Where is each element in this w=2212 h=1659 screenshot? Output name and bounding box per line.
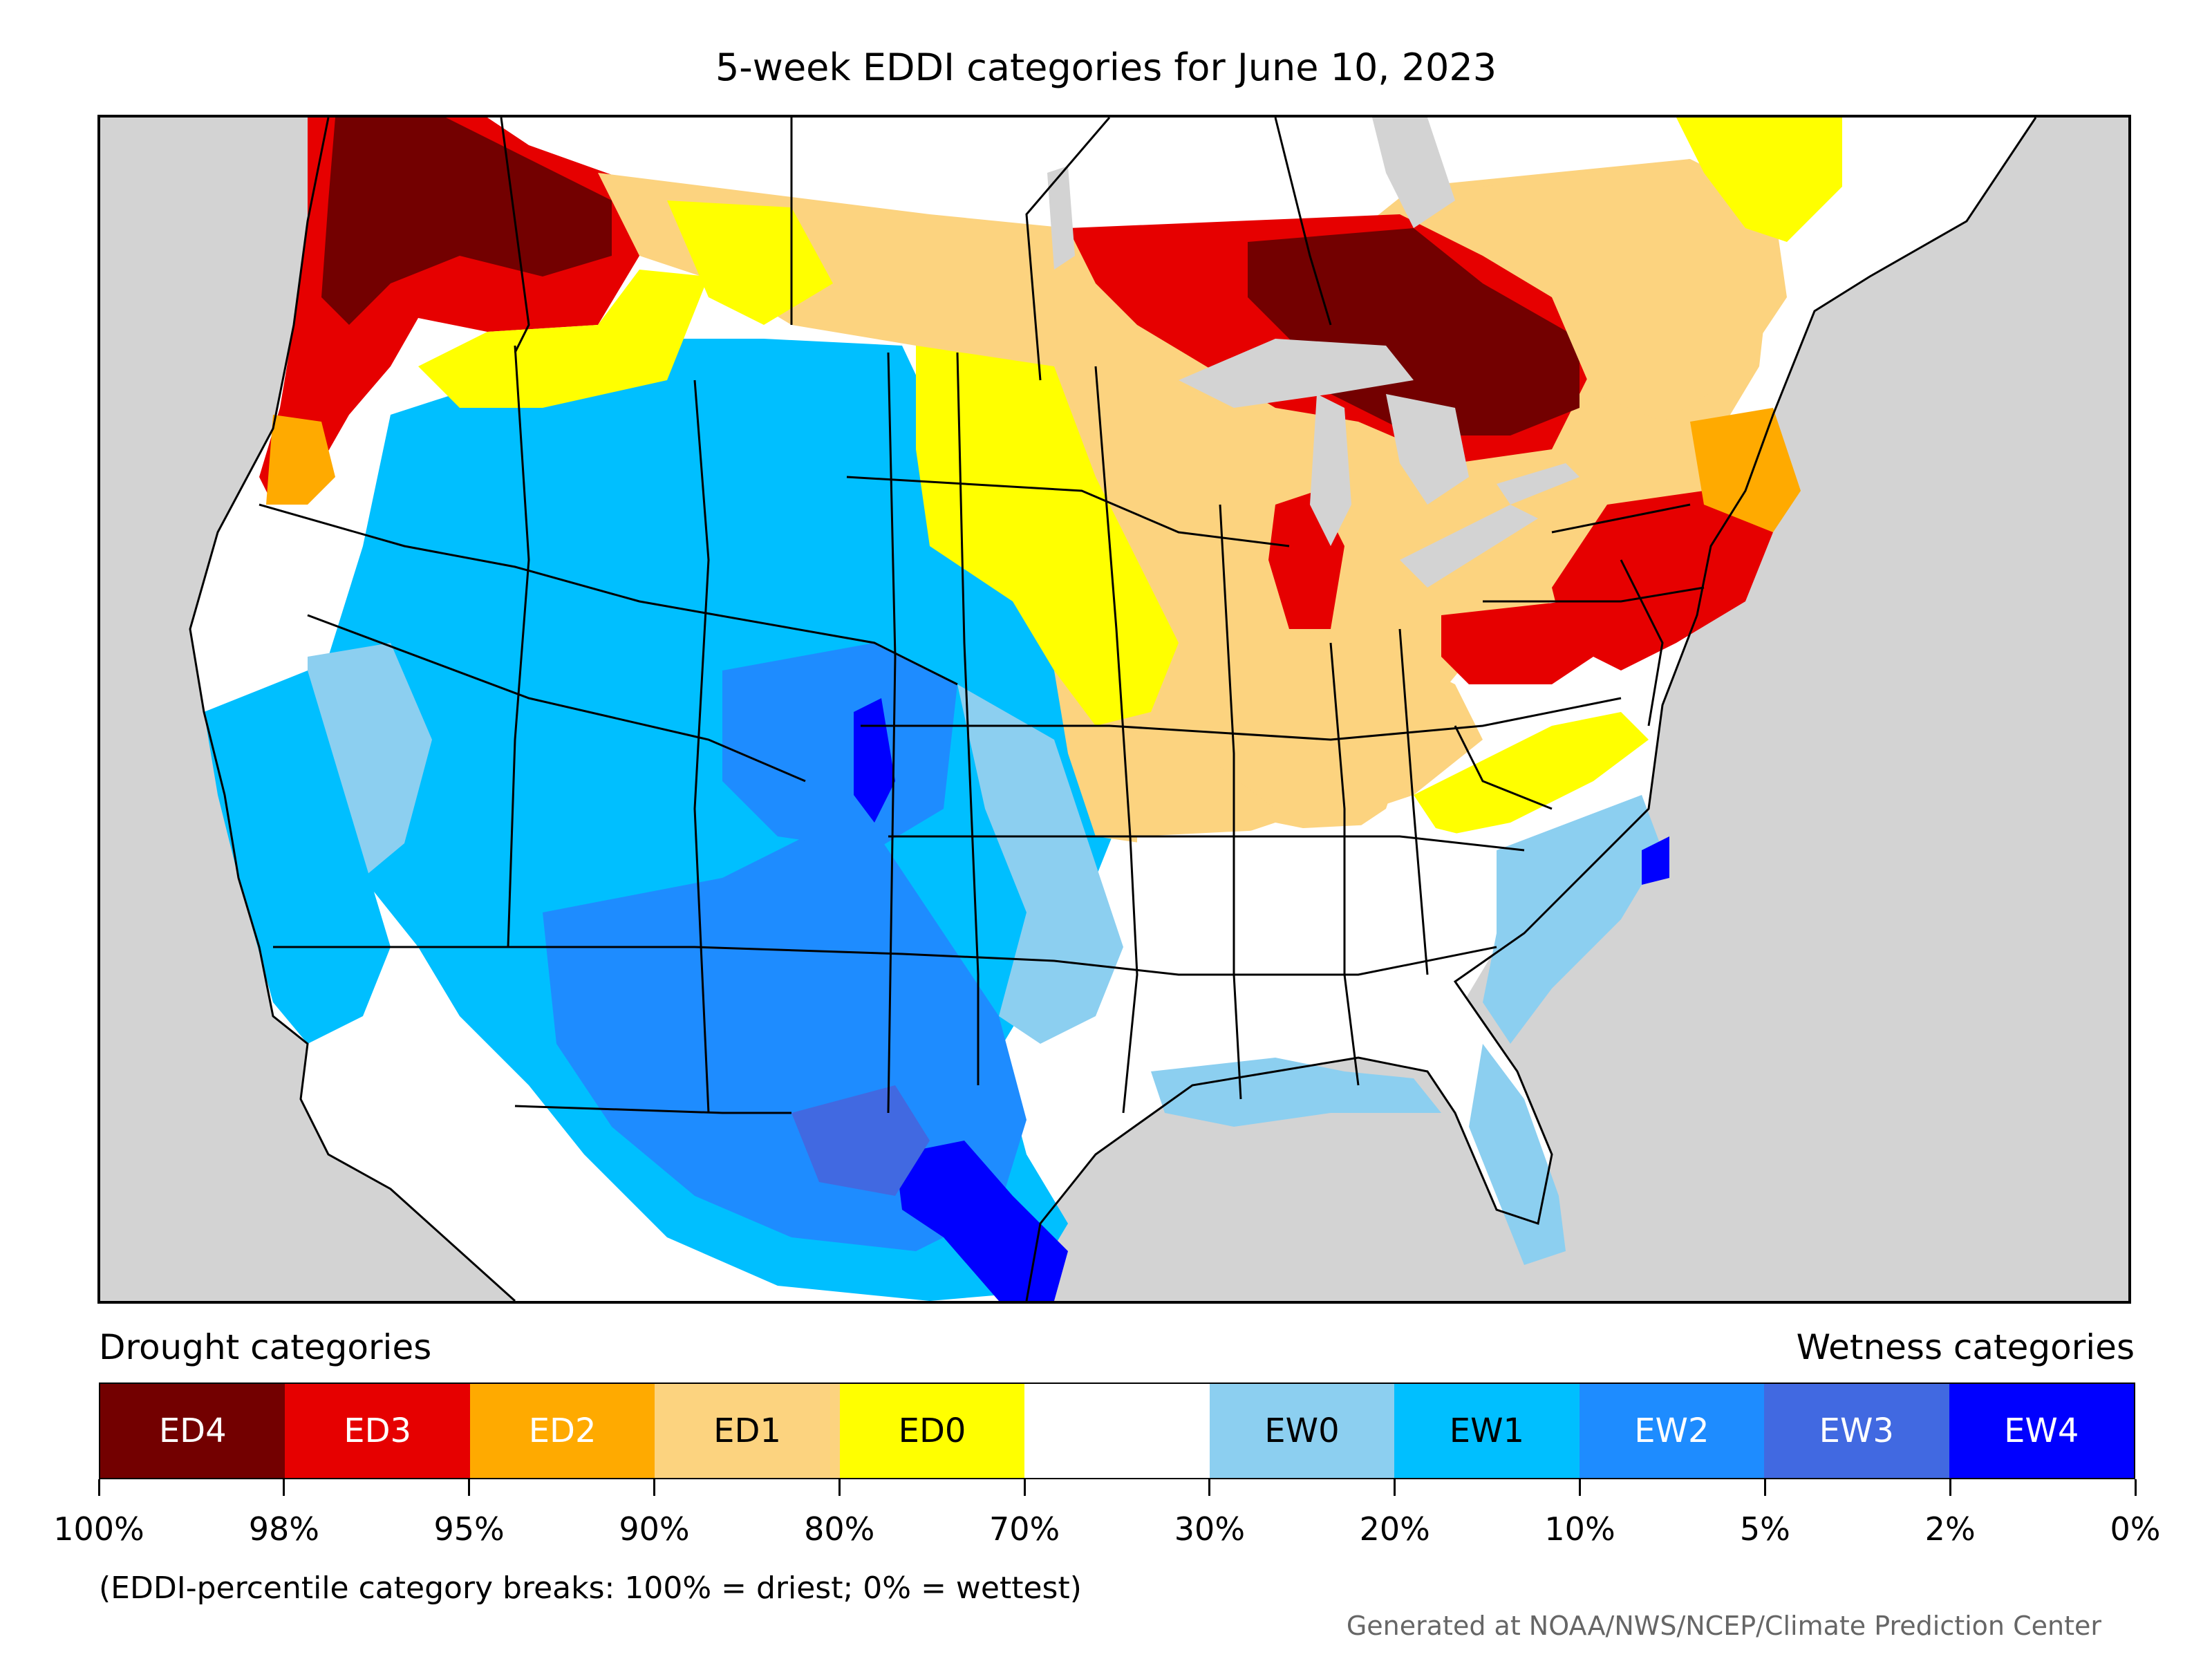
legend-tick [97,1479,100,1496]
lake-ontario [1497,463,1580,505]
carolina-outer-banks [1642,836,1669,885]
legend-segment-ew4: EW4 [1949,1384,2134,1478]
lake-superior [1179,339,1414,408]
legend-segment-ew0: EW0 [1209,1384,1395,1478]
legend-tick [653,1479,655,1496]
eddi-map [100,118,2128,1301]
map-frame [97,115,2131,1304]
state-boundaries [259,118,1705,1114]
legend-tick-label: 0% [2110,1510,2161,1548]
legend-segment-ed3: ED3 [285,1384,470,1478]
legend-tick-label: 10% [1544,1510,1615,1548]
legend-segment-ew3: EW3 [1764,1384,1949,1478]
west-texas-ew3 [791,1085,930,1196]
drought-categories-header: Drought categories [99,1327,432,1367]
south-texas-coast [895,1141,1068,1301]
legend-segment-ed4: ED4 [100,1384,285,1478]
legend-segment-ed2: ED2 [469,1384,655,1478]
legend-tick-label: 100% [53,1510,144,1548]
legend-segment-ed0: ED0 [839,1384,1025,1478]
quebec [1483,159,1787,422]
carolina-coast [1483,795,1662,1044]
southern-rockies-core [722,643,957,850]
plains-ew0 [957,684,1123,1044]
category-breaks-note: (EDDI-percentile category breaks: 100% =… [99,1571,1082,1606]
northeast-ed2 [1690,408,1801,532]
corn-belt-fringe [916,346,1179,726]
legend-tick [468,1479,471,1496]
northern-cascades-bc [321,118,612,325]
legend-tick-label: 5% [1739,1510,1790,1548]
legend-tick-label: 2% [1924,1510,1976,1548]
gulf-coast [1151,1058,1441,1127]
legend-tick-label: 30% [1174,1510,1246,1548]
california-interior [204,671,391,1044]
legend-tick [1208,1479,1211,1496]
legend-tick [1394,1479,1396,1496]
legend-segment-ew1: EW1 [1394,1384,1580,1478]
legend-tick-label: 20% [1359,1510,1430,1548]
legend-tick-label: 90% [619,1510,690,1548]
quebec-north-yellow [1676,118,1842,242]
hudson-bay-inlet [1372,118,1455,228]
wetness-categories-header: Wetness categories [1796,1327,2135,1367]
nw-yellow [418,270,709,408]
legend-tick [2134,1479,2137,1496]
legend-tick [1949,1479,1951,1496]
credit-line: Generated at NOAA/NWS/NCEP/Climate Predi… [1346,1611,2101,1641]
ohio-valley [1179,629,1483,823]
legend-ticks [97,1479,2137,1500]
pennsylvania-ed3 [1441,601,1593,684]
lake-erie [1400,505,1538,588]
lake-michigan [1310,394,1351,546]
coastline [189,118,2037,1301]
legend-tick [283,1479,285,1496]
legend-colorbar: ED4 ED3 ED2 ED1 ED0 EW0 EW1 EW2 EW3 EW4 [99,1382,2135,1479]
lake-winnipeg [1047,166,1075,270]
legend-segment-ed1: ED1 [655,1384,840,1478]
legend-tick [1763,1479,1766,1496]
legend-segment-normal [1024,1384,1210,1478]
legend-tick-label: 70% [988,1510,1060,1548]
oregon-coast [266,415,335,505]
lake-huron [1386,394,1469,505]
appalachian-fringe [1414,712,1649,836]
colorado-front [854,698,895,823]
legend-segment-ew2: EW2 [1579,1384,1765,1478]
page-title: 5-week EDDI categories for June 10, 2023 [715,46,1497,89]
legend-tick-label: 95% [433,1510,505,1548]
legend-tick [1579,1479,1582,1496]
legend-tick-label: 80% [804,1510,875,1548]
legend-tick [1023,1479,1026,1496]
legend-tick [838,1479,841,1496]
legend-tick-label: 98% [248,1510,319,1548]
